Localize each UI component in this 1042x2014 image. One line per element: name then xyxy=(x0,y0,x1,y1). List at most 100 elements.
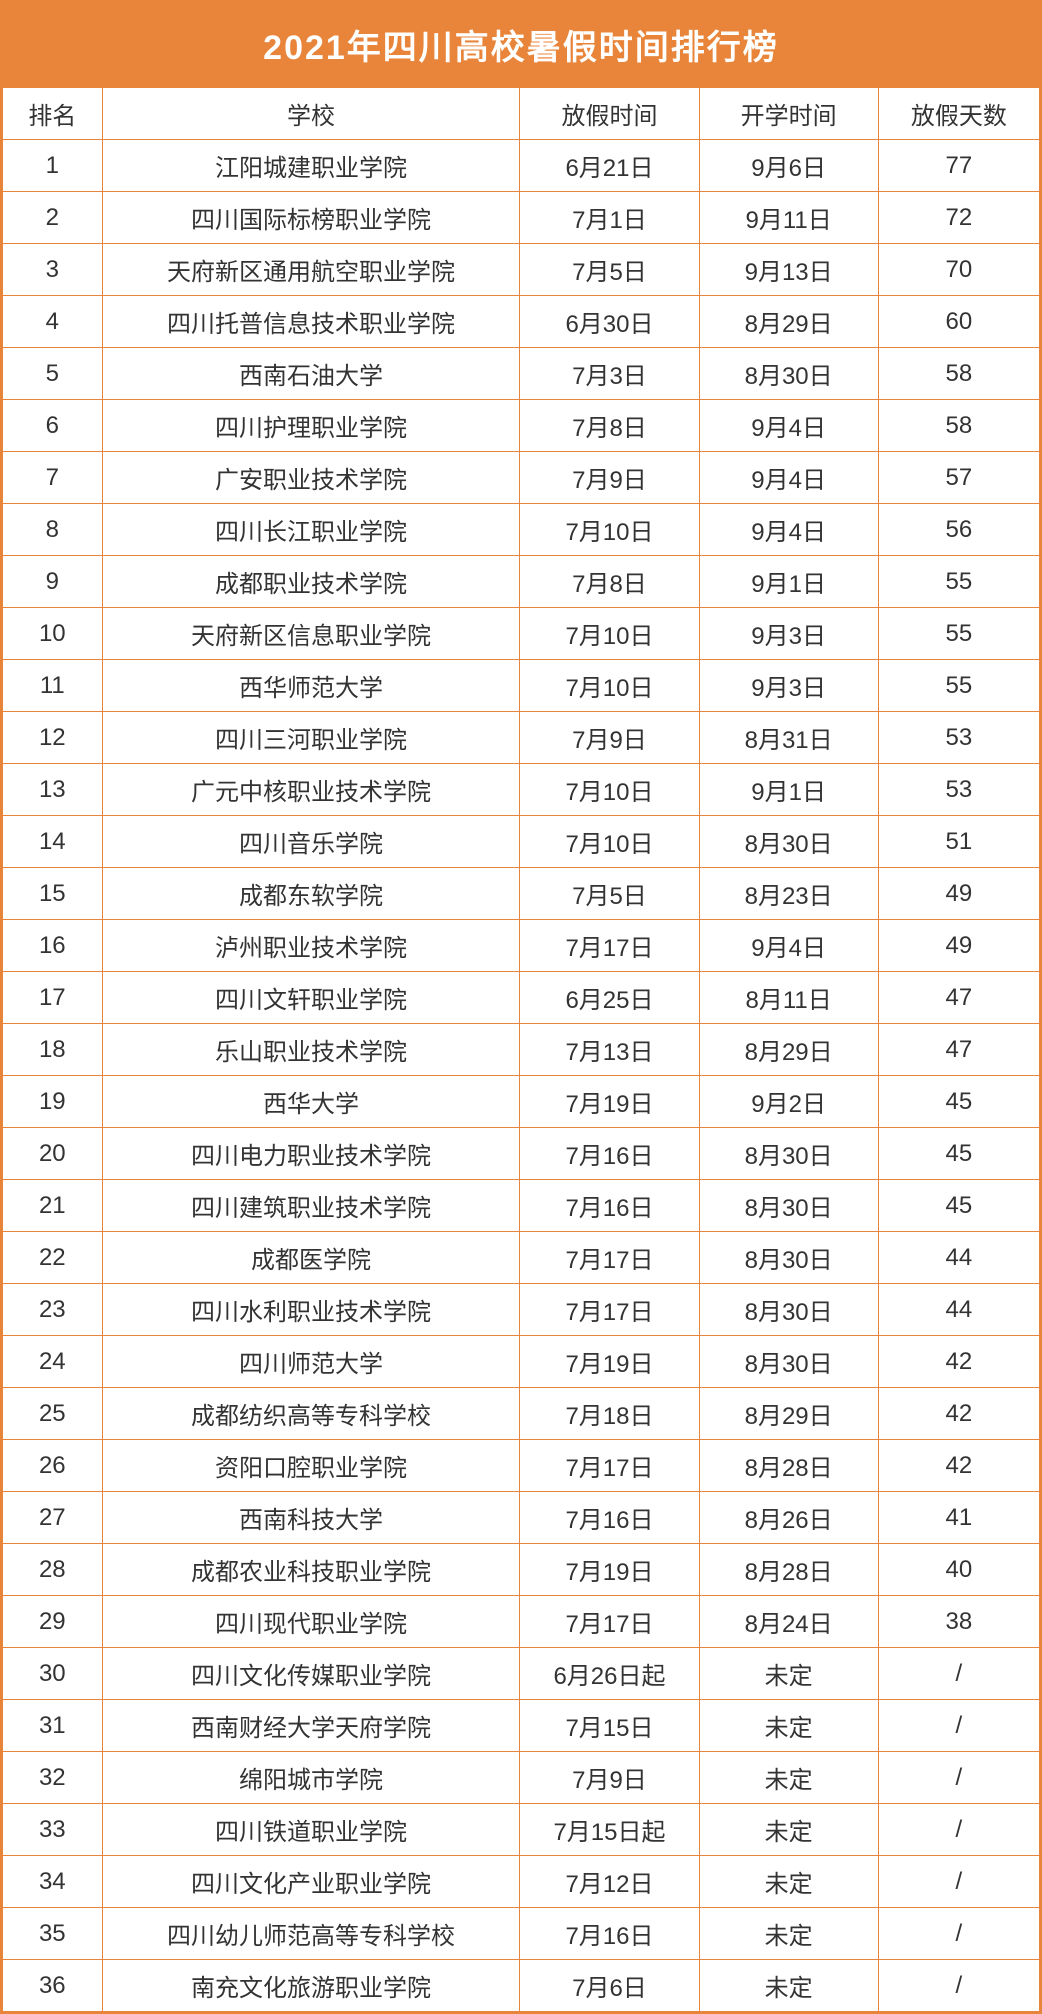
cell-start: 7月17日 xyxy=(520,1232,699,1284)
cell-days: 49 xyxy=(878,868,1039,920)
table-row: 22成都医学院7月17日8月30日44 xyxy=(3,1232,1040,1284)
cell-school: 四川现代职业学院 xyxy=(102,1596,520,1648)
cell-rank: 30 xyxy=(3,1648,103,1700)
cell-start: 7月1日 xyxy=(520,192,699,244)
cell-rank: 14 xyxy=(3,816,103,868)
table-row: 10天府新区信息职业学院7月10日9月3日55 xyxy=(3,608,1040,660)
cell-end: 8月26日 xyxy=(699,1492,878,1544)
cell-school: 成都职业技术学院 xyxy=(102,556,520,608)
ranking-table-container: 2021年四川高校暑假时间排行榜 排名 学校 放假时间 开学时间 放假天数 1江… xyxy=(0,0,1042,2014)
table-title: 2021年四川高校暑假时间排行榜 xyxy=(2,2,1040,87)
cell-school: 西华大学 xyxy=(102,1076,520,1128)
cell-days: 70 xyxy=(878,244,1039,296)
cell-end: 9月4日 xyxy=(699,452,878,504)
cell-start: 7月16日 xyxy=(520,1180,699,1232)
cell-rank: 36 xyxy=(3,1960,103,2012)
cell-days: 60 xyxy=(878,296,1039,348)
cell-rank: 15 xyxy=(3,868,103,920)
cell-school: 天府新区通用航空职业学院 xyxy=(102,244,520,296)
cell-days: / xyxy=(878,1908,1039,1960)
cell-rank: 27 xyxy=(3,1492,103,1544)
cell-days: 49 xyxy=(878,920,1039,972)
cell-start: 7月10日 xyxy=(520,816,699,868)
cell-school: 四川电力职业技术学院 xyxy=(102,1128,520,1180)
table-row: 31西南财经大学天府学院7月15日未定/ xyxy=(3,1700,1040,1752)
cell-school: 乐山职业技术学院 xyxy=(102,1024,520,1076)
cell-school: 西南财经大学天府学院 xyxy=(102,1700,520,1752)
cell-days: 55 xyxy=(878,660,1039,712)
cell-start: 7月18日 xyxy=(520,1388,699,1440)
cell-school: 四川长江职业学院 xyxy=(102,504,520,556)
cell-days: 57 xyxy=(878,452,1039,504)
cell-start: 7月19日 xyxy=(520,1336,699,1388)
table-row: 2四川国际标榜职业学院7月1日9月11日72 xyxy=(3,192,1040,244)
cell-start: 7月9日 xyxy=(520,712,699,764)
cell-days: 58 xyxy=(878,400,1039,452)
cell-days: 45 xyxy=(878,1128,1039,1180)
cell-rank: 11 xyxy=(3,660,103,712)
table-row: 13广元中核职业技术学院7月10日9月1日53 xyxy=(3,764,1040,816)
table-row: 7广安职业技术学院7月9日9月4日57 xyxy=(3,452,1040,504)
cell-end: 未定 xyxy=(699,1856,878,1908)
cell-rank: 7 xyxy=(3,452,103,504)
table-row: 32绵阳城市学院7月9日未定/ xyxy=(3,1752,1040,1804)
cell-days: / xyxy=(878,1752,1039,1804)
cell-rank: 19 xyxy=(3,1076,103,1128)
cell-school: 四川建筑职业技术学院 xyxy=(102,1180,520,1232)
cell-rank: 1 xyxy=(3,140,103,192)
cell-start: 7月10日 xyxy=(520,504,699,556)
cell-start: 7月16日 xyxy=(520,1128,699,1180)
cell-start: 6月21日 xyxy=(520,140,699,192)
table-row: 26资阳口腔职业学院7月17日8月28日42 xyxy=(3,1440,1040,1492)
header-school: 学校 xyxy=(102,88,520,140)
cell-end: 9月4日 xyxy=(699,400,878,452)
cell-school: 四川文轩职业学院 xyxy=(102,972,520,1024)
cell-rank: 25 xyxy=(3,1388,103,1440)
cell-start: 7月10日 xyxy=(520,660,699,712)
cell-rank: 20 xyxy=(3,1128,103,1180)
cell-end: 9月13日 xyxy=(699,244,878,296)
table-row: 1江阳城建职业学院6月21日9月6日77 xyxy=(3,140,1040,192)
cell-end: 未定 xyxy=(699,1700,878,1752)
header-rank: 排名 xyxy=(3,88,103,140)
cell-rank: 34 xyxy=(3,1856,103,1908)
cell-rank: 24 xyxy=(3,1336,103,1388)
cell-start: 7月17日 xyxy=(520,1596,699,1648)
table-row: 25成都纺织高等专科学校7月18日8月29日42 xyxy=(3,1388,1040,1440)
cell-rank: 21 xyxy=(3,1180,103,1232)
cell-school: 四川音乐学院 xyxy=(102,816,520,868)
cell-days: 42 xyxy=(878,1440,1039,1492)
cell-days: / xyxy=(878,1804,1039,1856)
cell-start: 7月8日 xyxy=(520,556,699,608)
cell-start: 7月8日 xyxy=(520,400,699,452)
cell-school: 广安职业技术学院 xyxy=(102,452,520,504)
table-row: 34四川文化产业职业学院7月12日未定/ xyxy=(3,1856,1040,1908)
cell-rank: 28 xyxy=(3,1544,103,1596)
cell-start: 7月9日 xyxy=(520,452,699,504)
cell-start: 7月15日起 xyxy=(520,1804,699,1856)
cell-end: 9月1日 xyxy=(699,764,878,816)
cell-end: 8月30日 xyxy=(699,1336,878,1388)
cell-start: 7月17日 xyxy=(520,920,699,972)
cell-rank: 10 xyxy=(3,608,103,660)
cell-rank: 8 xyxy=(3,504,103,556)
cell-start: 7月15日 xyxy=(520,1700,699,1752)
cell-days: 55 xyxy=(878,556,1039,608)
cell-rank: 9 xyxy=(3,556,103,608)
cell-school: 江阳城建职业学院 xyxy=(102,140,520,192)
table-row: 29四川现代职业学院7月17日8月24日38 xyxy=(3,1596,1040,1648)
cell-end: 8月23日 xyxy=(699,868,878,920)
cell-end: 未定 xyxy=(699,1908,878,1960)
cell-school: 成都医学院 xyxy=(102,1232,520,1284)
cell-school: 四川国际标榜职业学院 xyxy=(102,192,520,244)
cell-end: 未定 xyxy=(699,1752,878,1804)
cell-days: 45 xyxy=(878,1076,1039,1128)
cell-days: 56 xyxy=(878,504,1039,556)
table-row: 33四川铁道职业学院7月15日起未定/ xyxy=(3,1804,1040,1856)
cell-days: 53 xyxy=(878,764,1039,816)
cell-days: 44 xyxy=(878,1232,1039,1284)
table-row: 23四川水利职业技术学院7月17日8月30日44 xyxy=(3,1284,1040,1336)
cell-days: 55 xyxy=(878,608,1039,660)
cell-school: 四川文化产业职业学院 xyxy=(102,1856,520,1908)
table-row: 21四川建筑职业技术学院7月16日8月30日45 xyxy=(3,1180,1040,1232)
